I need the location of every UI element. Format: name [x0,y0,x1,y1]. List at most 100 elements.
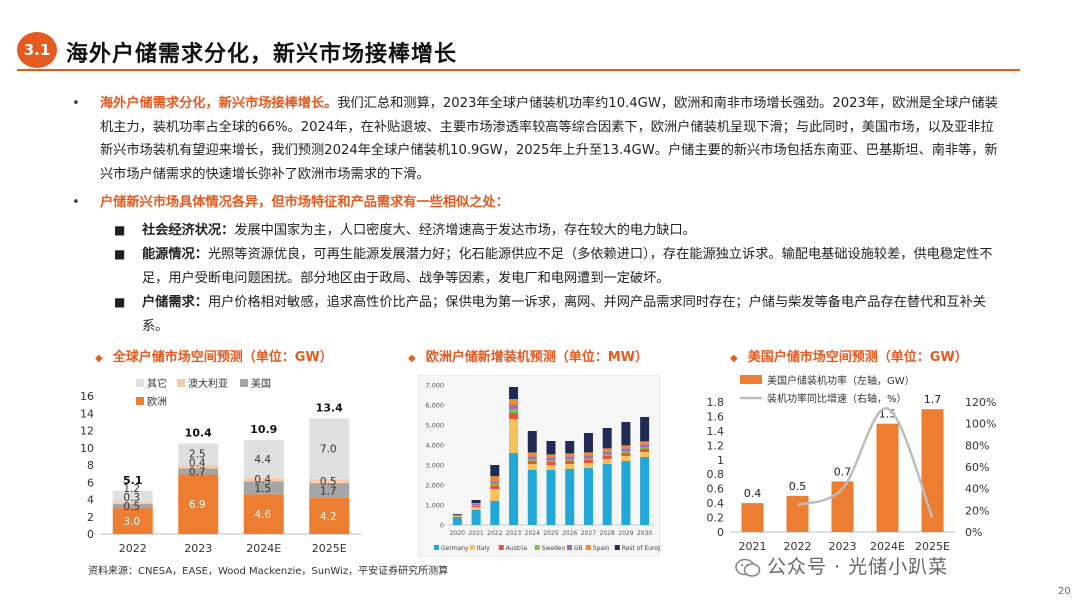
bar-segment [112,501,153,504]
data-label: 4.4 [254,454,271,466]
square-bullet-icon: ■ [114,295,126,309]
total-label: 5.1 [123,474,143,487]
bar-segment [527,461,537,464]
y-tick-label: 6 [87,476,94,489]
y-tick-label: 3,000 [425,462,444,470]
total-label: 10.4 [185,426,212,439]
bar-segment [471,500,481,503]
legend-label: Germany [441,545,469,552]
legend-swatch [434,545,439,550]
y-tick-label: 1,000 [425,502,444,510]
legend-label: 欧洲 [147,396,167,408]
x-tick-label: 2026 [562,530,577,537]
chart-background [418,375,660,557]
bar-segment [490,481,500,484]
y-tick-label: 10 [80,442,94,455]
legend-swatch [136,379,144,387]
chart-title-global: ◆ 全球户储市场空间预测（单位：GW） [95,350,333,365]
bar-segment [490,483,500,486]
x-tick-label: 2029 [618,530,633,537]
bar-segment [527,431,537,453]
bar-segment [565,456,575,460]
data-label: 6.9 [189,499,206,511]
bar-segment [527,464,537,470]
bar-segment [621,453,631,456]
x-tick-label: 2021 [468,530,483,537]
data-label: 2.5 [189,448,206,460]
y-tick-label-left: 0 [717,526,724,539]
bar-segment [471,505,481,506]
legend-label: 澳大利亚 [188,377,228,390]
data-label: 7.0 [320,444,337,456]
bullet-dot-icon: • [72,195,80,210]
bar-segment [602,451,612,455]
bar-segment [640,441,650,445]
y-tick-label: 12 [80,425,94,438]
data-label: 1.7 [924,393,942,406]
bar-segment [490,501,500,525]
bar-segment [546,441,556,455]
bar-segment [509,399,519,405]
x-tick-label: 2023 [184,542,212,555]
legend-label: 美国户储装机功率（左轴，GW） [767,374,915,387]
x-tick-label: 2021 [739,540,767,553]
y-tick-label-right: 100% [965,418,996,431]
data-label: 0.5 [320,476,337,488]
bar-segment [546,460,556,462]
bar-segment [640,449,650,452]
bullet-highlight: 海外户储需求分化，新兴市场接棒增长。 [100,96,338,111]
bar-segment [309,418,350,479]
bar-segment [565,461,575,464]
bar-segment [565,441,575,454]
bar-segment [602,456,612,459]
legend-label: 其它 [147,377,167,390]
y-tick-label-right: 20% [965,504,989,517]
x-tick-label: 2022 [487,530,502,537]
bar-segment [509,409,519,413]
chart-title-europe: ◆ 欧洲户储新增装机预测（单位：MW） [408,350,648,365]
bar-segment [583,463,593,468]
y-tick-label-left: 0.4 [707,497,725,510]
bar [876,423,899,532]
square-bullet-icon: ■ [114,222,126,237]
x-tick-label: 2024 [525,530,540,537]
us-storage-chart: 00.20.40.60.811.21.41.61.80%20%40%60%80%… [707,374,997,553]
y-tick-label: 16 [80,390,94,403]
y-tick-label: 8 [87,459,94,472]
x-tick-label: 2028 [600,530,615,537]
y-tick-label: 2 [87,511,94,524]
sub-bullet-text: 用户价格相对敏感，追求高性价比产品；保供电为第一诉求，离网、并网产品需求同时存在… [142,295,986,334]
legend-swatch [614,545,620,550]
bar-segment [309,497,350,534]
bar-segment [452,517,462,525]
y-tick-label-left: 1.6 [707,410,725,423]
bar-segment [583,455,593,459]
square-bullet-icon: ■ [114,247,126,261]
bar-segment [565,469,575,525]
bar-segment [112,503,153,509]
y-tick-label-right: 120% [965,396,996,409]
section-number-badge: 3.1 [17,32,57,68]
bar-segment [546,462,556,465]
bar-segment [621,448,631,452]
bar-segment [583,458,593,460]
data-label: 0.7 [834,465,852,478]
europe-storage-chart: 0 1,000 2,000 3,000 4,000 5,000 6,000 7,000 2020… [418,375,660,557]
sub-bullet-label: 户储需求： [142,295,208,310]
diamond-icon: ◆ [95,353,103,364]
legend-label: Rest of Europe [622,545,660,552]
x-tick-label: 2022 [784,540,812,553]
legend-label: GB [574,545,583,552]
bar-segment [243,481,284,495]
page-header: 3.1 海外户储需求分化，新兴市场接棒增长 [0,0,1080,71]
legend-label: 装机功率同比增速（右轴，%） [767,392,907,405]
sub-bullet-label: 能源情况： [142,247,208,262]
bar-segment [640,452,650,457]
bar-segment [490,465,500,477]
bar-segment [471,507,481,510]
data-label: 0.4 [744,487,762,500]
legend-label: Sweden [542,545,566,552]
bar-segment [112,490,153,502]
chart-title-us: ◆ 美国户储市场空间预测（单位：GW） [730,350,968,365]
x-tick-label: 2030 [637,530,652,537]
